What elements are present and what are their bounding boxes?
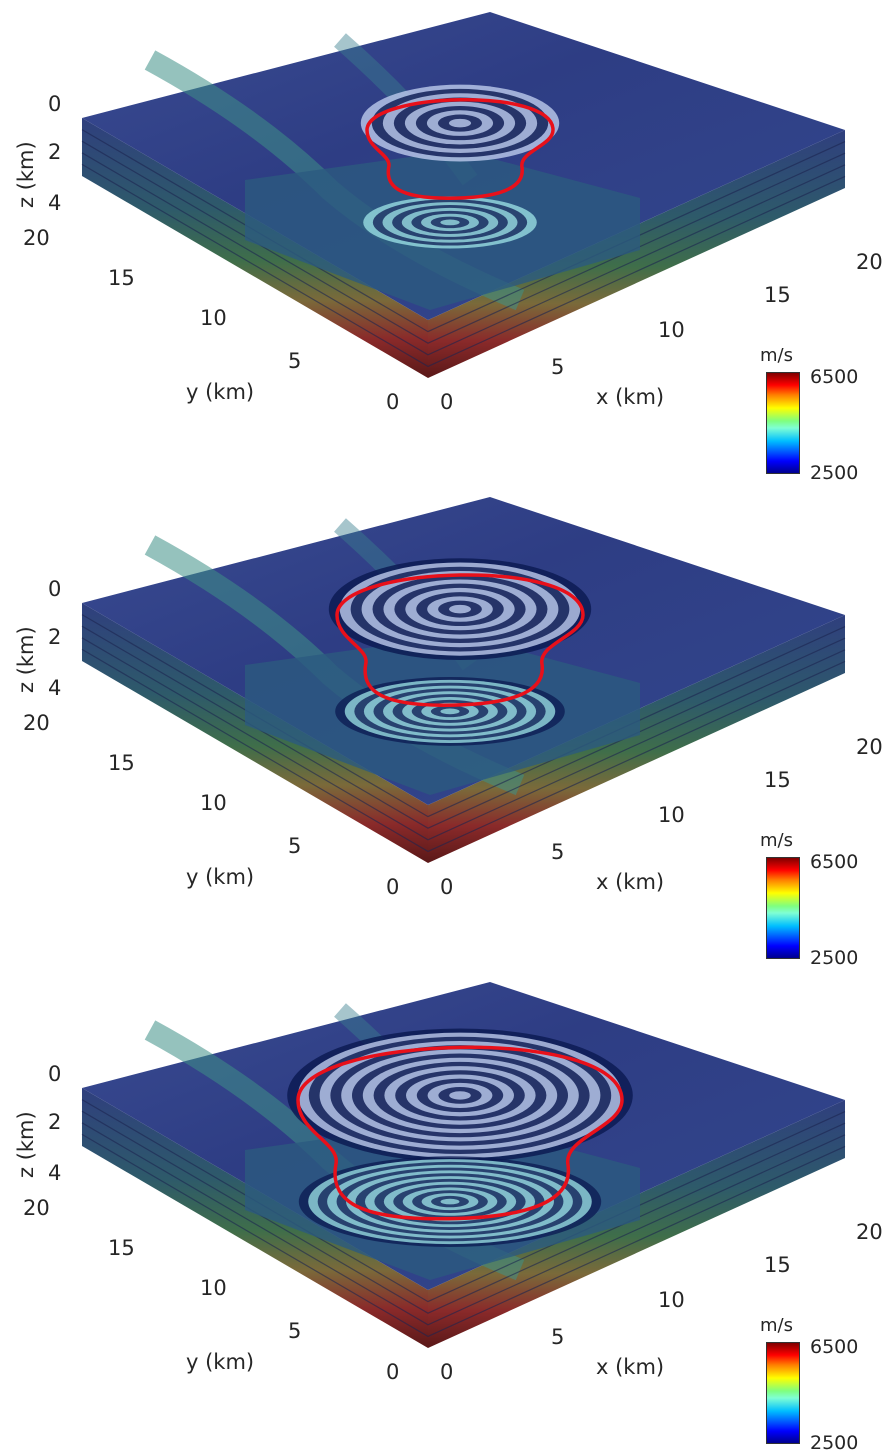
layer-line: [81, 637, 846, 841]
y-tick-label: 20: [23, 1196, 50, 1220]
wavefront-ring-deep: [440, 1198, 460, 1205]
colorbar: [766, 857, 800, 959]
wavefront-outline: [365, 97, 555, 200]
y-tick-label: 10: [200, 791, 227, 815]
x-tick-label: 10: [658, 803, 685, 827]
wavefront-outline: [296, 1045, 624, 1221]
colorbar-unit: m/s: [760, 345, 793, 366]
x-tick-label: 0: [440, 390, 454, 414]
x-tick-label: 20: [856, 250, 883, 274]
colorbar-min: 2500: [810, 1432, 859, 1454]
x-tick-label: 15: [764, 283, 791, 307]
z-axis-label: z (km): [14, 1111, 38, 1178]
colorbar-min: 2500: [810, 462, 859, 484]
z-tick-label: 0: [48, 1062, 62, 1086]
colorbar: [766, 1342, 800, 1444]
y-tick-label: 15: [108, 266, 135, 290]
y-axis-label: y (km): [186, 380, 255, 404]
y-tick-label: 5: [288, 834, 302, 858]
layer-line: [81, 614, 846, 818]
y-tick-label: 0: [386, 390, 400, 414]
colorbar-unit: m/s: [760, 830, 793, 851]
wavefront-outline: [335, 573, 585, 707]
x-axis-label: x (km): [596, 385, 665, 409]
layer-line: [81, 1122, 846, 1326]
y-tick-label: 10: [200, 306, 227, 330]
panel-1: [0, 0, 891, 485]
layer-line: [81, 625, 846, 829]
x-tick-label: 15: [764, 768, 791, 792]
x-tick-label: 5: [551, 355, 565, 379]
y-axis-label: y (km): [186, 865, 255, 889]
wavefront-ring-deep: [440, 219, 460, 226]
y-tick-label: 20: [23, 226, 50, 250]
right-face: [428, 1100, 845, 1348]
x-tick-label: 5: [551, 1325, 565, 1349]
z-tick-label: 2: [48, 140, 62, 164]
model-block-1: [81, 12, 846, 378]
layer-line: [81, 1110, 846, 1314]
left-face: [82, 603, 428, 863]
panel-2: [0, 485, 891, 970]
layer-line: [81, 152, 846, 356]
colorbar-max: 6500: [810, 1336, 859, 1358]
x-axis-label: x (km): [596, 870, 665, 894]
x-tick-label: 10: [658, 1288, 685, 1312]
z-tick-label: 4: [48, 676, 62, 700]
left-face: [82, 1088, 428, 1348]
layer-line: [81, 140, 846, 344]
y-tick-label: 0: [386, 1360, 400, 1384]
y-tick-label: 15: [108, 1236, 135, 1260]
y-tick-label: 20: [23, 711, 50, 735]
y-tick-label: 5: [288, 1319, 302, 1343]
colorbar-max: 6500: [810, 851, 859, 873]
z-tick-label: 2: [48, 1110, 62, 1134]
colorbar-unit: m/s: [760, 1315, 793, 1336]
y-tick-label: 0: [386, 875, 400, 899]
right-face: [428, 130, 845, 378]
layer-line: [81, 1099, 846, 1303]
y-axis-label: y (km): [186, 1350, 255, 1374]
x-tick-label: 0: [440, 875, 454, 899]
z-tick-label: 2: [48, 625, 62, 649]
left-face: [82, 118, 428, 378]
wavefront-ring: [449, 604, 471, 614]
z-tick-label: 4: [48, 191, 62, 215]
layer-line: [81, 163, 846, 368]
panel-3: [0, 970, 891, 1455]
y-tick-label: 5: [288, 349, 302, 373]
x-tick-label: 15: [764, 1253, 791, 1277]
y-tick-label: 10: [200, 1276, 227, 1300]
model-block-3: [81, 982, 846, 1348]
x-tick-label: 0: [440, 1360, 454, 1384]
x-tick-label: 20: [856, 735, 883, 759]
z-axis-label: z (km): [14, 141, 38, 208]
z-tick-label: 0: [48, 92, 62, 116]
colorbar-min: 2500: [810, 947, 859, 969]
y-tick-label: 15: [108, 751, 135, 775]
wavefront-ring-deep: [440, 708, 460, 715]
colorbar: [766, 372, 800, 474]
x-tick-label: 20: [856, 1220, 883, 1244]
z-axis-label: z (km): [14, 626, 38, 693]
wavefront-ring: [449, 1091, 471, 1100]
wavefront-ring: [448, 118, 472, 128]
layer-line: [81, 648, 846, 853]
x-axis-label: x (km): [596, 1355, 665, 1379]
layer-line: [81, 129, 846, 333]
layer-line: [81, 1133, 846, 1338]
z-tick-label: 4: [48, 1161, 62, 1185]
colorbar-max: 6500: [810, 366, 859, 388]
right-face: [428, 615, 845, 863]
x-tick-label: 10: [658, 318, 685, 342]
model-block-2: [81, 497, 846, 863]
z-tick-label: 0: [48, 577, 62, 601]
x-tick-label: 5: [551, 840, 565, 864]
